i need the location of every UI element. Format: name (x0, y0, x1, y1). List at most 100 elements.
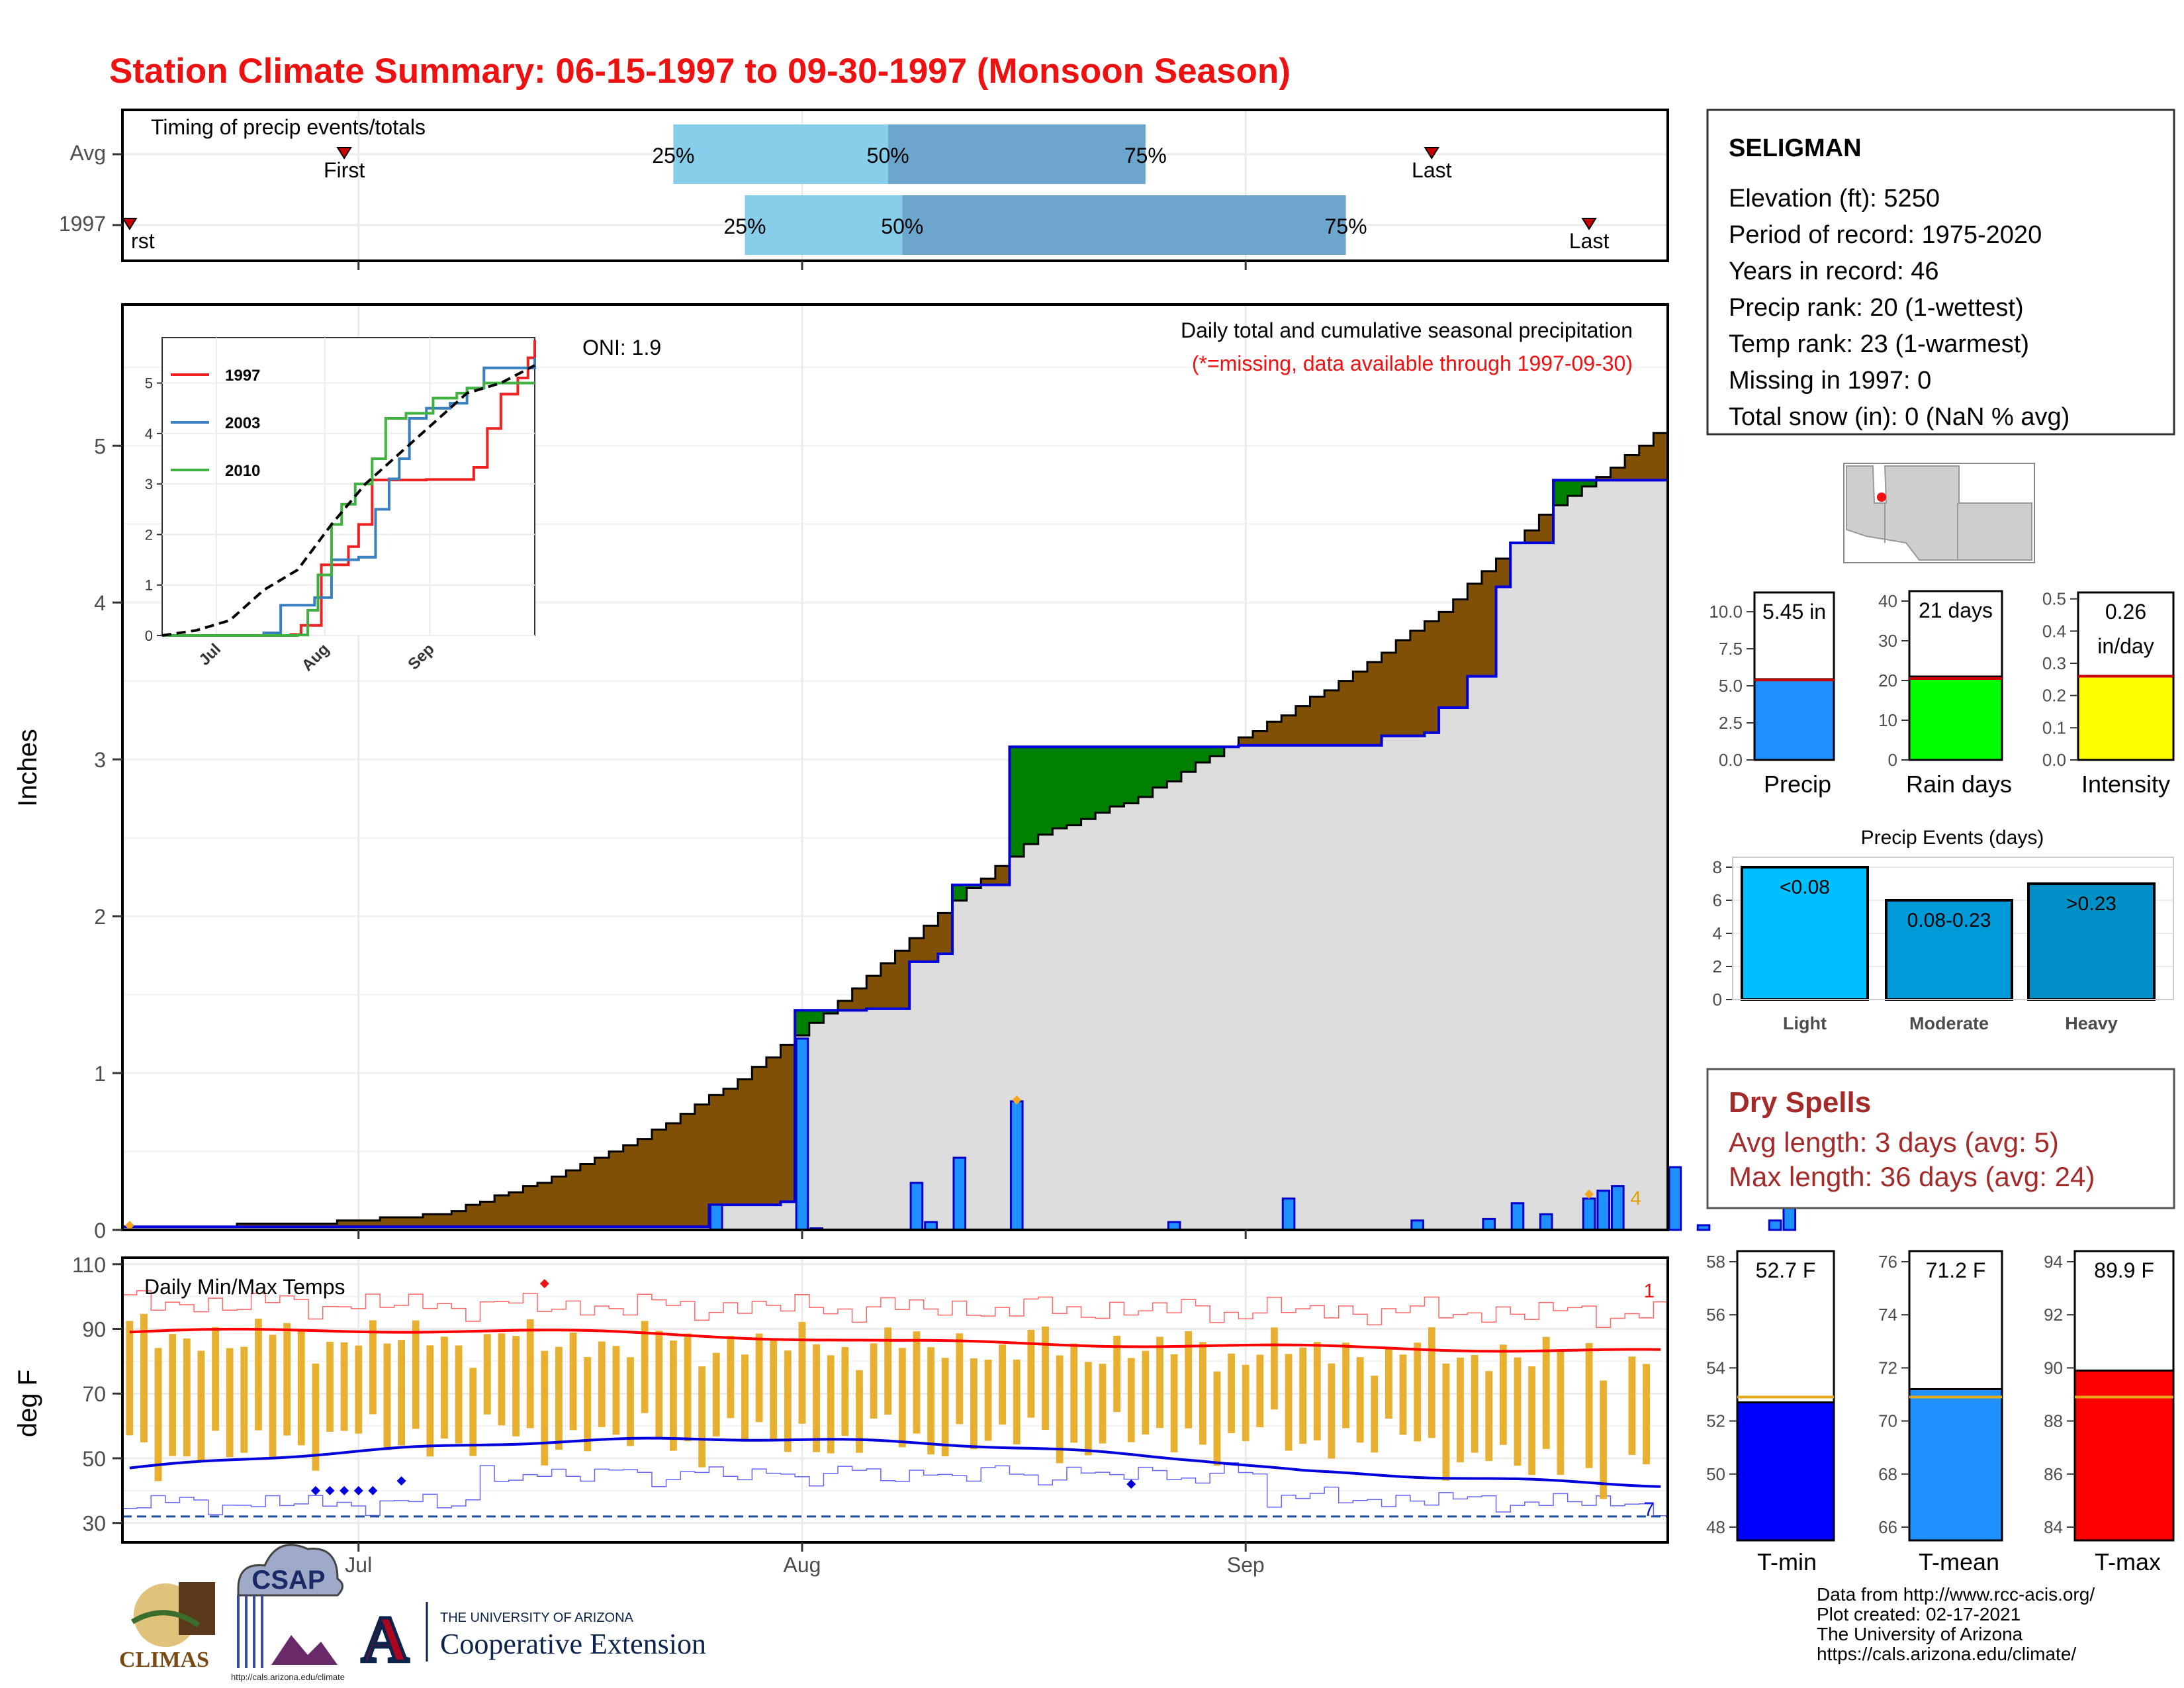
summary-y-tick-label: 7.5 (1719, 639, 1743, 659)
surplus-segment (1567, 480, 1582, 496)
csap-rain-icon (237, 1595, 263, 1668)
climas-logo-text: CLIMAS (119, 1648, 209, 1672)
daily-temp-range-bar (1499, 1344, 1507, 1445)
daily-temp-range-bar (1428, 1327, 1435, 1438)
summary-y-tick-label: 76 (1878, 1252, 1897, 1272)
record-min-marker-icon (325, 1485, 335, 1495)
dry-spells: Dry Spells Avg length: 3 days (avg: 5) M… (1706, 1068, 2175, 1209)
temp-y-tick-label: 110 (72, 1253, 106, 1277)
temp-y-tick-label: 30 (82, 1512, 106, 1536)
normal-cumulative-area (122, 480, 1668, 1230)
deficit-segment (308, 1223, 324, 1227)
timing-title: Timing of precip events/totals (151, 115, 426, 139)
tmin-bar-label: T-min (1757, 1548, 1817, 1575)
daily-temp-range-bar (1385, 1347, 1392, 1419)
inset-legend-label: 1997 (225, 367, 260, 385)
surplus-segment (952, 884, 968, 901)
surplus-segment (1553, 480, 1569, 506)
deficit-segment (236, 1223, 252, 1227)
daily-temp-range-bar (1628, 1356, 1636, 1455)
deficit-segment (365, 1220, 381, 1227)
deficit-segment (1267, 722, 1282, 745)
summary-y-tick-label: 84 (2044, 1517, 2063, 1537)
daily-temp-range-bar (1013, 1359, 1021, 1444)
daily-temp-range-bar (269, 1335, 277, 1459)
daily-temp-range-bar (684, 1333, 692, 1442)
station-line: Years in record: 46 (1729, 258, 1939, 285)
deficit-segment (709, 1095, 724, 1205)
surplus-segment (1024, 747, 1039, 845)
ua-extension-logo: A THE UNIVERSITY OF ARIZONA Cooperative … (359, 1601, 706, 1678)
deficit-segment (1396, 640, 1411, 736)
deficit-segment (423, 1214, 438, 1227)
map-states (1846, 465, 2032, 561)
avg-tmin-line (129, 1436, 1661, 1488)
temp-x-tick-label: Sep (1227, 1553, 1265, 1577)
temp-x-ticks: Jul Aug Sep (345, 1542, 1265, 1577)
daily-temp-range-bar (798, 1321, 806, 1424)
ua-small-text: THE UNIVERSITY OF ARIZONA (440, 1611, 634, 1625)
summary-y-tick-label: 70 (1878, 1411, 1897, 1431)
observed-cumulative-line (122, 479, 1668, 1229)
timing-row-label-avg: Avg (69, 141, 106, 165)
surplus-segment (1582, 480, 1597, 487)
record-max-line (122, 1290, 1668, 1328)
precip-areas (122, 432, 1668, 1230)
deficit-segment (1310, 696, 1325, 745)
daily-temp-range-bar (169, 1334, 177, 1456)
daily-temp-range-bar (283, 1323, 291, 1436)
daily-temp-range-bar (1256, 1354, 1264, 1428)
surplus-segment (823, 1010, 839, 1014)
surplus-segment (1210, 747, 1225, 757)
daily-temp-range-bar (483, 1334, 491, 1415)
daily-temp-range-bar (183, 1338, 191, 1457)
temp-panel: 30 50 70 90 110 Jul Aug Sep deg F Daily Min/Ma… (13, 1253, 1669, 1577)
summary-y-tick-label: 86 (2044, 1464, 2063, 1484)
daily-precip-bar (1539, 1213, 1553, 1231)
precip-event-category-label: Moderate (1909, 1013, 1989, 1033)
daily-temp-range-bar (698, 1366, 706, 1468)
summary-y-tick-label: 30 (1878, 631, 1897, 651)
daily-temp-range-bar (126, 1321, 134, 1436)
daily-temp-range-bar (426, 1345, 434, 1457)
deficit-segment (1467, 583, 1482, 677)
daily-temp-range-bar (1027, 1329, 1035, 1418)
last-event-label: Last (1412, 158, 1452, 182)
daily-precip-bar (1410, 1219, 1424, 1231)
summary-bar (2073, 1369, 2175, 1542)
deficit-segment (1324, 690, 1340, 745)
summary-y-tick-label: 66 (1878, 1517, 1897, 1537)
daily-precip-bar (1768, 1219, 1782, 1231)
intensity-bar-label: Intensity (2081, 771, 2170, 798)
station-name: SELIGMAN (1729, 134, 1862, 162)
inset-average-line (161, 364, 535, 637)
daily-temp-range-bar (1356, 1357, 1364, 1443)
surplus-segment (1167, 747, 1182, 782)
first-event-marker-icon (336, 147, 352, 160)
daily-temp-range-bar (813, 1344, 820, 1452)
daily-temp-range-bar (1514, 1357, 1522, 1466)
daily-temp-range-bar (355, 1345, 363, 1434)
deficit-segment (322, 1223, 338, 1227)
timing-q25-q50-bar (745, 195, 903, 255)
temp-y-label: deg F (13, 1370, 42, 1437)
summary-y-tick-label: 0.1 (2042, 718, 2066, 737)
daily-temp-range-bar (1371, 1376, 1379, 1453)
summary-y-tick-label: 0 (1888, 750, 1897, 770)
deficit-segment (251, 1223, 266, 1227)
deficit-segment (1481, 571, 1497, 677)
daily-temp-range-bar (1643, 1364, 1650, 1465)
events-y-tick-label: 0 (1713, 990, 1722, 1009)
daily-temp-range-bar (970, 1358, 978, 1450)
daily-temp-range-bar (1170, 1354, 1178, 1452)
daily-temp-range-bar (1056, 1355, 1064, 1464)
inset-y-tick-label: 3 (145, 476, 153, 492)
deficit-segment (451, 1211, 467, 1227)
station-line: Temp rank: 23 (1-warmest) (1729, 330, 2029, 358)
csap-url: http://cals.arizona.edu/climate (231, 1672, 345, 1682)
daily-temp-range-bar (1585, 1342, 1593, 1468)
summary-bar-value-label: 5.45 in (1762, 600, 1826, 624)
deficit-segment (1524, 530, 1540, 543)
summary-y-tick-label: 40 (1878, 591, 1897, 611)
summary-y-tick-label: 0.5 (2042, 589, 2066, 609)
